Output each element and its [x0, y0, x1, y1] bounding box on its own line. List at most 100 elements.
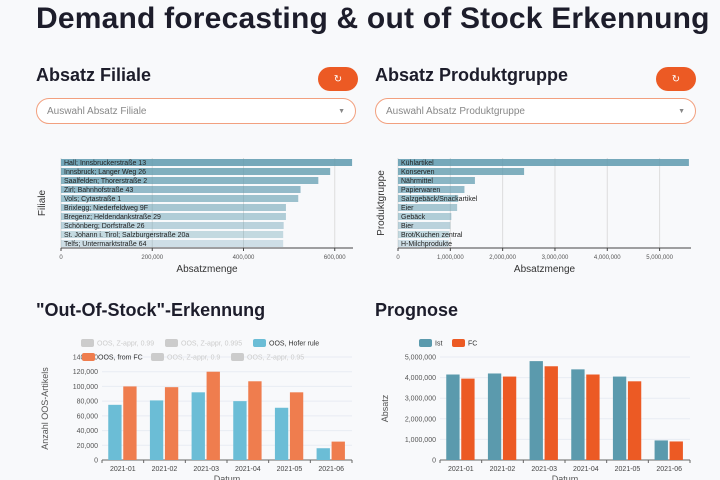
bar [398, 168, 525, 175]
bar [669, 441, 683, 460]
x-tick-label: 2021-06 [656, 466, 682, 473]
y-tick-label: 0 [432, 458, 436, 465]
y-axis-title: Filiale [37, 190, 48, 217]
y-tick-label: 20,000 [77, 443, 99, 450]
x-tick-label: 1,000,000 [437, 255, 464, 261]
x-axis-title: Datum [214, 474, 241, 480]
bar-label: Telfs; Untermarktstraße 64 [64, 241, 147, 248]
y-tick-label: 80,000 [77, 399, 99, 406]
bar [248, 381, 262, 460]
bar [61, 231, 284, 238]
y-axis-title: Absatz [380, 394, 390, 422]
bar [487, 373, 502, 460]
x-axis-title: Datum [552, 474, 579, 480]
bar-label: Bregenz; Heldendankstraße 29 [64, 214, 161, 221]
legend-item: Ist [435, 341, 442, 348]
oos-heading: "Out-Of-Stock"-Erkennung [36, 300, 266, 320]
bar [654, 440, 668, 460]
bar [61, 222, 284, 229]
bar [108, 404, 122, 460]
y-tick-label: 5,000,000 [405, 355, 436, 362]
bar-label: Brot/Kuchen zentral [401, 232, 463, 239]
bar [398, 186, 465, 193]
y-tick-label: 120,000 [73, 369, 98, 376]
produkt-reset-button[interactable]: ↻ [656, 67, 696, 91]
refresh-icon: ↻ [333, 73, 343, 85]
legend-swatch [253, 339, 266, 347]
bar-label: Gebäck [401, 214, 426, 221]
x-tick-label: 600,000 [324, 255, 346, 261]
x-tick-label: 2021-02 [490, 466, 516, 473]
bar [398, 177, 475, 184]
bar [61, 186, 301, 193]
bar-label: Papierwaren [401, 187, 440, 194]
dropdown-placeholder: Auswahl Absatz Filiale [47, 105, 147, 117]
legend-item: OOS, Z-appr, 0.995 [181, 341, 242, 348]
bar [461, 378, 475, 460]
x-tick-label: 2021-01 [110, 466, 136, 473]
bar [398, 240, 449, 247]
bar [289, 392, 304, 460]
y-axis-title: Produktgruppe [376, 170, 387, 236]
y-tick-label: 1,000,000 [405, 437, 436, 444]
legend-swatch [151, 353, 164, 361]
filiale-dropdown[interactable]: Auswahl Absatz Filiale ▼ [36, 98, 356, 124]
x-tick-label: 200,000 [141, 255, 163, 261]
bar-label: Kühlartikel [401, 160, 434, 167]
x-tick-label: 2021-05 [615, 466, 641, 473]
y-tick-label: 3,000,000 [405, 396, 436, 403]
produkt-heading: Absatz Produktgruppe [375, 65, 569, 85]
bar-label: Innsbruck; Langer Weg 26 [64, 169, 146, 176]
bar-label: Bier [401, 223, 414, 230]
y-axis-title: Anzahl OOS-Artikels [40, 367, 50, 450]
bar [331, 441, 345, 460]
bar [164, 387, 179, 460]
bar-label: Schönberg; Dorfstraße 26 [64, 223, 145, 230]
filiale-reset-button[interactable]: ↻ [318, 67, 358, 91]
y-tick-label: 60,000 [77, 413, 99, 420]
bar-label: H-Milchprodukte [401, 241, 452, 248]
y-tick-label: 100,000 [73, 384, 98, 391]
bar-label: Saalfelden; Thorerstraße 2 [64, 178, 147, 185]
bar [61, 168, 331, 175]
legend-swatch [165, 339, 178, 347]
legend-item: OOS, Z-appr, 0.99 [97, 341, 154, 348]
x-tick-label: 400,000 [233, 255, 255, 261]
bar-label: Hall; Innsbruckerstraße 13 [64, 160, 146, 167]
bar [398, 204, 458, 211]
bar [398, 222, 451, 229]
bar-label: Nährmittel [401, 178, 433, 185]
legend-swatch [231, 353, 244, 361]
y-tick-label: 4,000,000 [405, 375, 436, 382]
bar-label: Konserven [401, 169, 435, 176]
x-tick-label: 2021-03 [193, 466, 219, 473]
bar-label: St. Johann i. Tirol; Salzburgerstraße 20… [64, 232, 189, 239]
legend-item: OOS, from FC [98, 355, 143, 362]
x-tick-label: 0 [396, 255, 400, 261]
bar-label: Zirl; Bahnhofstraße 43 [64, 187, 133, 194]
bar [502, 376, 517, 460]
bar [206, 371, 220, 460]
bar [398, 195, 459, 202]
bar [61, 213, 286, 220]
x-tick-label: 0 [59, 255, 63, 261]
legend-swatch [82, 353, 95, 361]
legend-swatch [452, 339, 465, 347]
legend-swatch [419, 339, 432, 347]
filiale-heading: Absatz Filiale [36, 65, 152, 85]
bar [316, 448, 330, 460]
bar [586, 374, 600, 460]
bar [233, 401, 247, 460]
x-tick-label: 3,000,000 [542, 255, 569, 261]
legend-item: OOS, Hofer rule [269, 341, 319, 348]
bar [61, 159, 353, 166]
bar-label: Salzgebäck/Snackartikel [401, 196, 478, 203]
chevron-down-icon: ▼ [338, 107, 345, 115]
bar [398, 231, 450, 238]
bar [544, 366, 558, 460]
x-axis-title: Absatzmenge [176, 264, 238, 275]
produkt-dropdown[interactable]: Auswahl Absatz Produktgruppe ▼ [375, 98, 696, 124]
